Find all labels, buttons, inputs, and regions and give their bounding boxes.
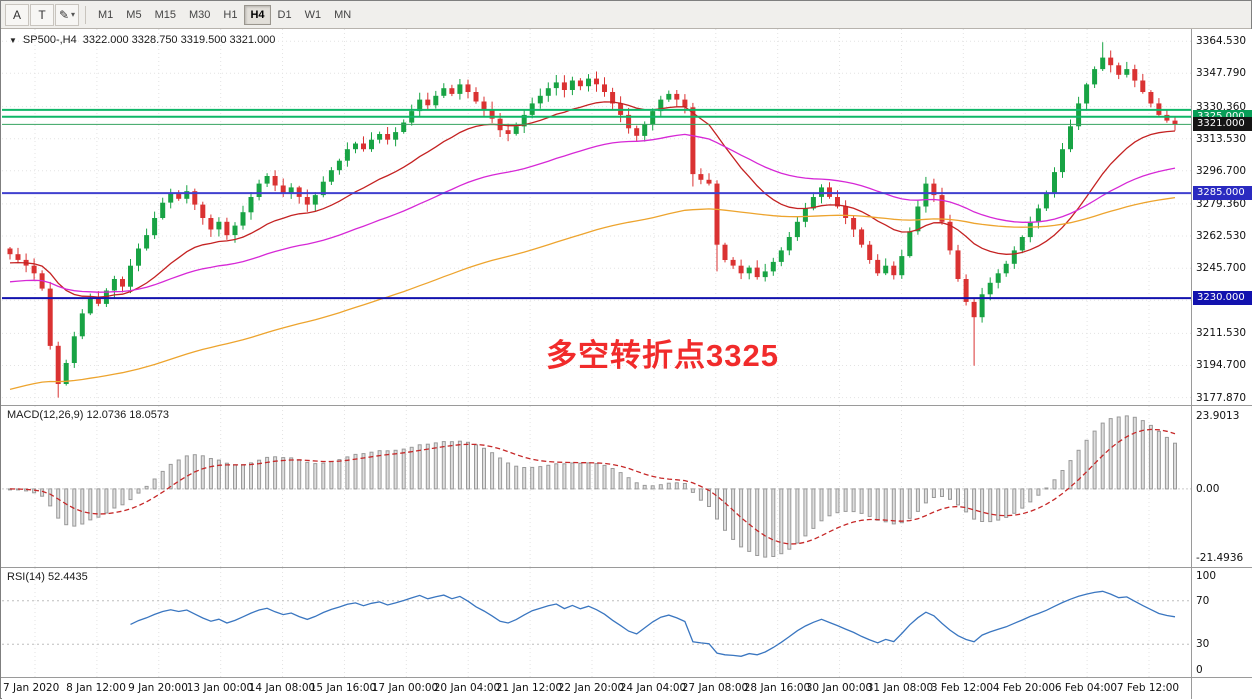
- horizontal-level-lines: [2, 108, 1191, 300]
- price-tick-label: 3262.530: [1196, 230, 1247, 243]
- macd-indicator-pane[interactable]: [2, 406, 1191, 567]
- time-tick-label: 31 Jan 08:00: [866, 682, 934, 694]
- time-tick-label: 3 Feb 12:00: [930, 682, 994, 694]
- price-tick-label: 3347.790: [1196, 67, 1247, 80]
- rsi-chart[interactable]: [2, 568, 1191, 677]
- paint-icon: ✎: [58, 7, 70, 22]
- ohlc-values: 3322.000 3328.750 3319.500 3321.000: [82, 34, 276, 46]
- macd-axis-label: -21.4936: [1196, 552, 1244, 564]
- paint-tool-button[interactable]: ✎ ▾: [55, 3, 79, 26]
- time-tick-label: 7 Jan 2020: [3, 682, 60, 694]
- time-tick-label: 30 Jan 00:00: [805, 682, 873, 694]
- pane-separator[interactable]: [1, 567, 1252, 568]
- medium-ma-line: [9, 133, 1176, 293]
- time-tick-label: 21 Jan 12:00: [495, 682, 563, 694]
- price-level-badge: 3321.000: [1193, 117, 1252, 131]
- toolbar-separator: [85, 5, 86, 24]
- timeframe-button-h4[interactable]: H4: [244, 4, 271, 25]
- time-axis[interactable]: [2, 678, 1191, 699]
- rsi-axis-label: 100: [1196, 570, 1217, 582]
- time-tick-label: 17 Jan 00:00: [371, 682, 439, 694]
- macd-histogram: [8, 415, 1177, 558]
- time-tick-label: 6 Feb 04:00: [1054, 682, 1118, 694]
- candlestick-chart[interactable]: [2, 29, 1191, 405]
- price-level-badge: 3230.000: [1193, 291, 1252, 305]
- timeframe-button-m5[interactable]: M5: [120, 5, 147, 25]
- time-tick-label: 27 Jan 08:00: [681, 682, 749, 694]
- fast-ma-line: [9, 101, 1176, 298]
- timeframe-button-h1[interactable]: H1: [217, 5, 243, 25]
- price-level-badge: 3285.000: [1193, 186, 1252, 200]
- timeframe-button-m1[interactable]: M1: [92, 5, 119, 25]
- time-tick-label: 22 Jan 20:00: [557, 682, 625, 694]
- time-tick-label: 8 Jan 12:00: [66, 682, 126, 694]
- symbol-info-line: ▼ SP500-,H4 3322.000 3328.750 3319.500 3…: [9, 34, 275, 46]
- timeframe-button-group: M1 M5 M15 M30 H1 H4 D1 W1 MN: [92, 4, 357, 25]
- cursor-tool-button[interactable]: A: [5, 3, 29, 26]
- time-tick-label: 13 Jan 00:00: [186, 682, 254, 694]
- time-tick-label: 20 Jan 04:00: [433, 682, 501, 694]
- price-tick-label: 3245.700: [1196, 262, 1247, 275]
- rsi-axis-label: 70: [1196, 594, 1210, 607]
- text-tool-button[interactable]: T: [30, 3, 54, 26]
- price-tick-label: 3194.700: [1196, 359, 1247, 372]
- rsi-axis-label: 30: [1196, 638, 1210, 651]
- dropdown-caret-icon: ▾: [71, 10, 76, 19]
- symbol-name: SP500-,H4: [22, 34, 77, 46]
- price-tick-label: 3330.360: [1196, 100, 1247, 113]
- gridlines: [2, 568, 1191, 677]
- time-tick-label: 9 Jan 20:00: [128, 682, 188, 694]
- slow-ma-line: [9, 196, 1176, 391]
- rsi-axis-label: 0: [1196, 664, 1203, 676]
- chart-shift-marker-icon: ▼: [9, 35, 17, 45]
- timeframe-button-mn[interactable]: MN: [328, 5, 357, 25]
- time-tick-label: 4 Feb 20:00: [992, 682, 1056, 694]
- macd-signal-line: [9, 428, 1176, 545]
- pane-separator: [1, 677, 1252, 678]
- price-tick-label: 3279.360: [1196, 197, 1247, 210]
- time-tick-label: 14 Jan 08:00: [248, 682, 316, 694]
- time-tick-label: 28 Jan 16:00: [743, 682, 811, 694]
- timeframe-button-w1[interactable]: W1: [299, 5, 328, 25]
- time-tick-label: 24 Jan 04:00: [619, 682, 687, 694]
- price-tick-label: 3177.870: [1196, 391, 1247, 404]
- time-tick-label: 7 Feb 12:00: [1116, 682, 1180, 694]
- rsi-indicator-label: RSI(14) 52.4435: [7, 571, 88, 583]
- macd-axis-label: 0.00: [1196, 482, 1220, 495]
- timeframe-button-m15[interactable]: M15: [149, 5, 182, 25]
- price-tick-label: 3211.530: [1196, 327, 1247, 340]
- time-tick-label: 15 Jan 16:00: [309, 682, 377, 694]
- chart-text-annotation: 多空转折点3325: [546, 338, 779, 373]
- price-tick-label: 3364.530: [1196, 35, 1247, 48]
- price-tick-label: 3313.530: [1196, 132, 1247, 145]
- price-axis[interactable]: 3364.530 3347.790 3330.360 3313.530 3296.700…: [1191, 29, 1252, 699]
- macd-indicator-label: MACD(12,26,9) 12.0736 18.0573: [7, 409, 170, 421]
- timeframe-button-d1[interactable]: D1: [272, 5, 298, 25]
- pane-separator[interactable]: [1, 405, 1252, 406]
- main-chart-pane[interactable]: [2, 29, 1191, 405]
- price-tick-label: 3296.700: [1196, 164, 1247, 177]
- toolbar: A T ✎ ▾ M1 M5 M15 M30 H1 H4 D1 W1 MN: [1, 1, 1251, 29]
- macd-axis-label: 23.9013: [1196, 410, 1240, 422]
- rsi-line: [130, 590, 1176, 657]
- rsi-indicator-pane[interactable]: [2, 568, 1191, 677]
- macd-chart[interactable]: [2, 406, 1191, 567]
- timeframe-button-m30[interactable]: M30: [183, 5, 216, 25]
